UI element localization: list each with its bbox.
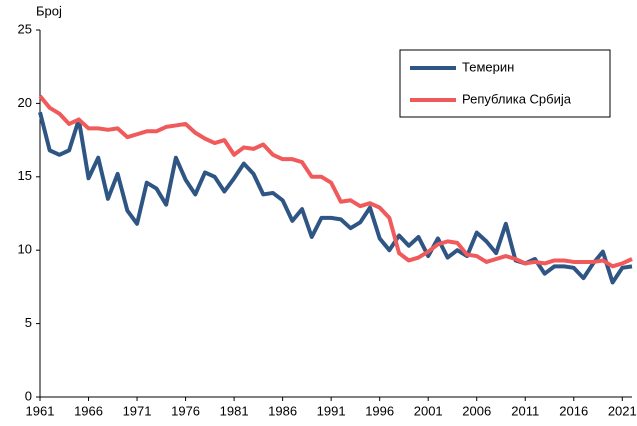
x-tick-label: 2016 [559,403,588,418]
legend-label: Република Србија [462,91,572,106]
y-tick-label: 25 [18,21,32,36]
x-tick-label: 2021 [608,403,637,418]
x-tick-label: 2006 [462,403,491,418]
y-tick-label: 10 [18,242,32,257]
x-tick-label: 1981 [220,403,249,418]
x-tick-label: 1986 [268,403,297,418]
y-tick-label: 0 [25,388,32,403]
x-tick-label: 1976 [171,403,200,418]
y-tick-label: 15 [18,168,32,183]
y-tick-label: 5 [25,315,32,330]
x-tick-label: 2011 [511,403,539,418]
x-tick-label: 1971 [123,403,152,418]
y-axis-label: Број [36,3,62,18]
line-series [38,111,633,285]
legend-box [399,49,611,118]
x-tick-label: 1961 [26,403,55,418]
legend-label: Темерин [462,59,514,74]
x-tick-label: 2001 [414,403,443,418]
y-tick-label: 20 [18,95,32,110]
x-tick-label: 1991 [317,403,346,418]
line-series [38,94,633,269]
x-tick-label: 1996 [365,403,394,418]
x-tick-label: 1966 [74,403,103,418]
